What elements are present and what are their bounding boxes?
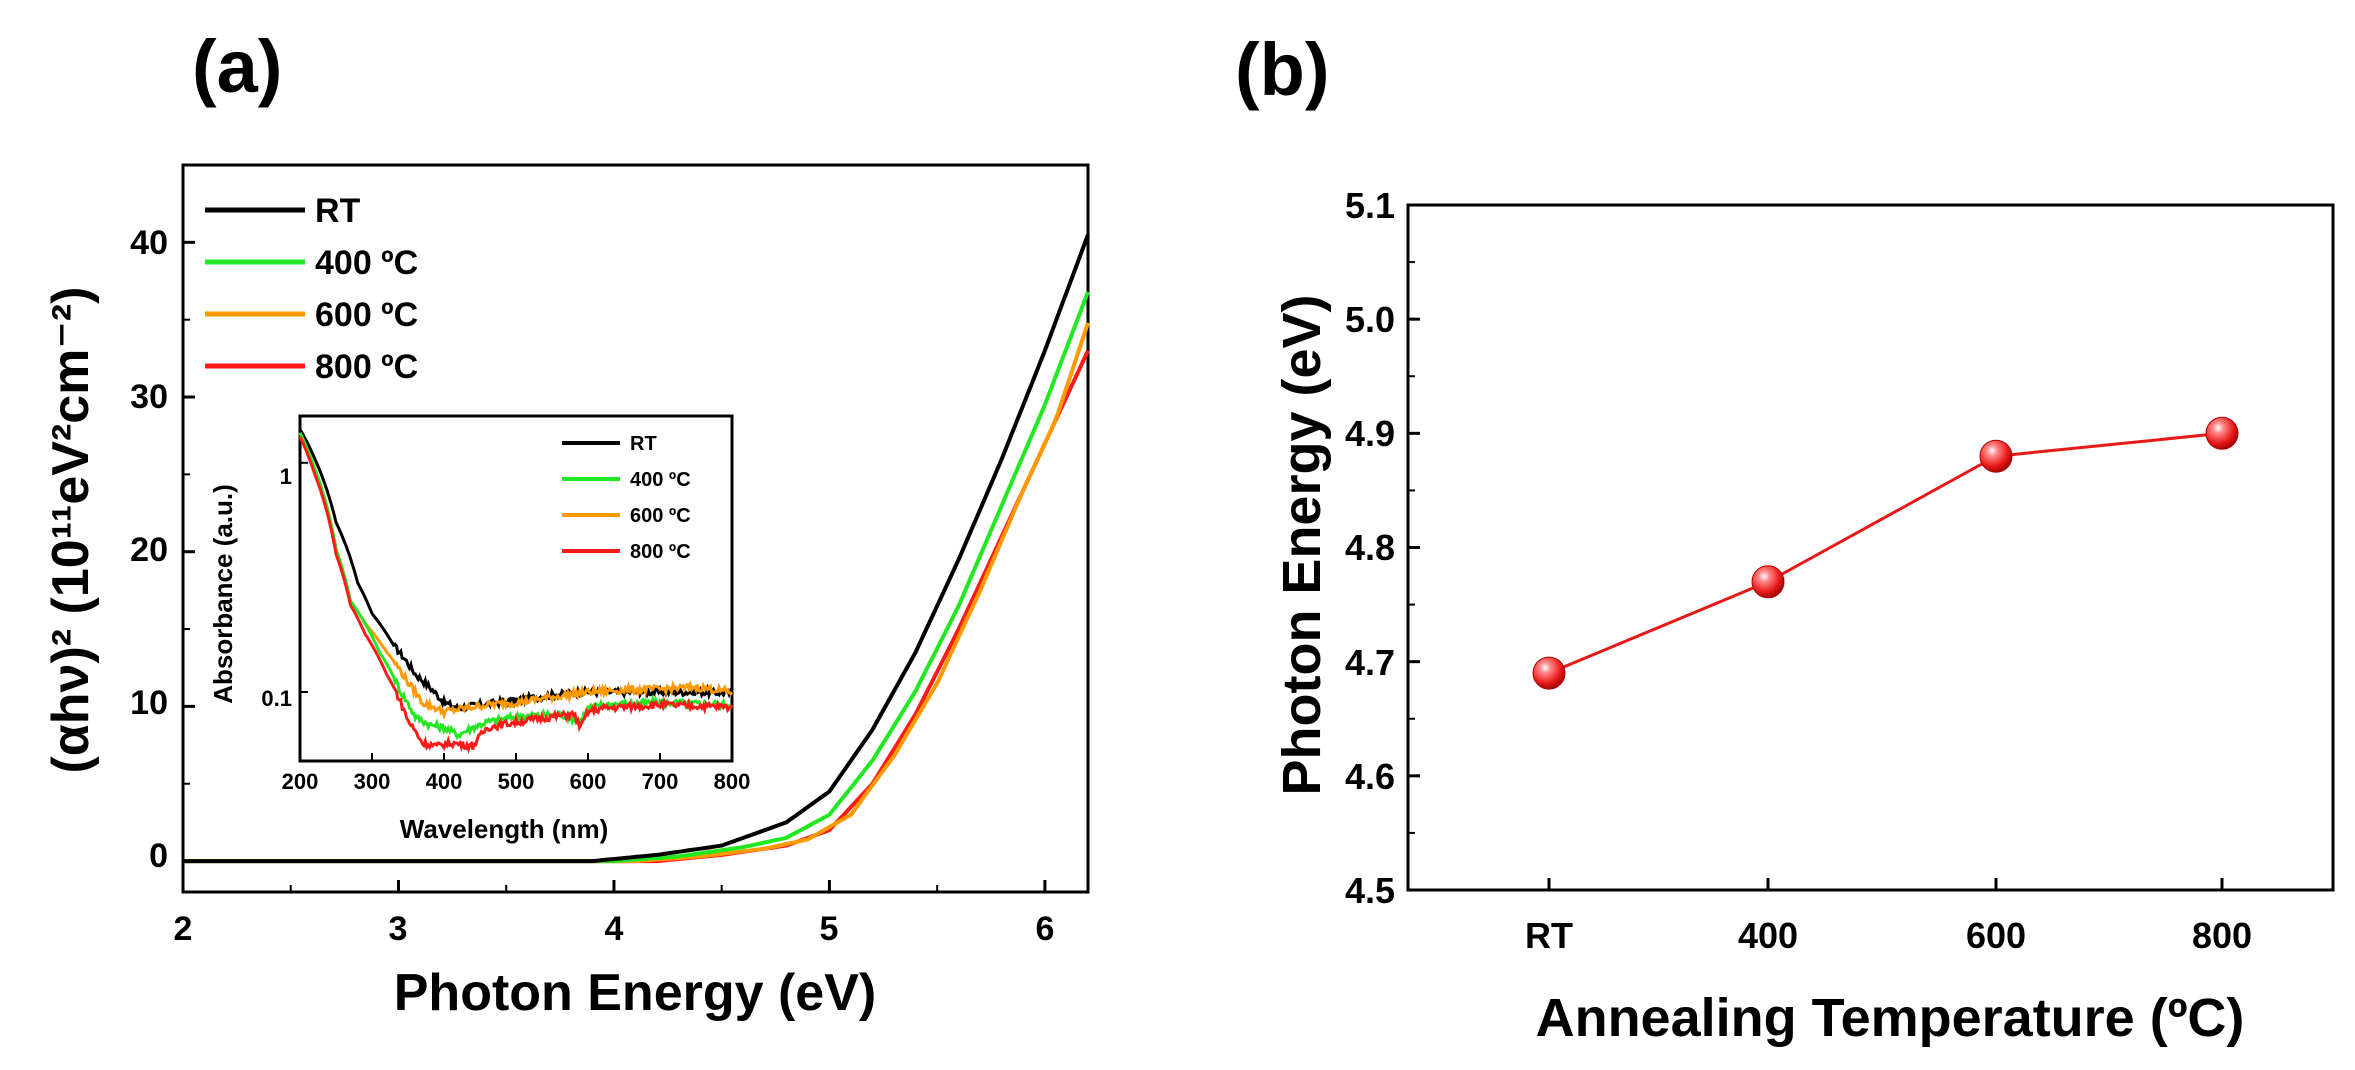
b-data-point (2205, 416, 2239, 450)
legend-label-800: 800 ºC (315, 348, 418, 386)
panel-b-axes (1408, 203, 2224, 892)
panel-a-xtick: 4 (605, 910, 624, 948)
inset-series (298, 428, 734, 754)
panel-a-ytick: 40 (130, 224, 168, 262)
panel-a: (a) 2 3 4 5 6 0 10 20 30 40 Photon Energ… (42, 25, 1090, 1022)
inset-y-axis-title: Absorbance (a.u.) (208, 484, 238, 704)
panel-b-xtick: 600 (1966, 915, 2026, 956)
inset-xticks: 200 300 400 500 600 700 800 (282, 769, 751, 794)
inset-xtick: 700 (642, 769, 679, 794)
panel-b-ytick: 4.8 (1345, 527, 1395, 568)
panel-b-label: (b) (1235, 28, 1330, 111)
panel-a-yticks: 0 10 20 30 40 (130, 224, 168, 875)
series-line-0 (183, 233, 1090, 864)
inset-legend-label-400: 400 ºC (630, 469, 691, 491)
inset-xtick: 800 (714, 769, 751, 794)
panel-b-xtick: 800 (2192, 915, 2252, 956)
inset-series-line-2 (298, 432, 734, 721)
panel-a-ytick: 10 (130, 684, 168, 722)
panel-b-xticks: RT 400 600 800 (1525, 915, 2252, 956)
b-data-point (1751, 565, 1785, 599)
b-data-point (1979, 439, 2013, 473)
panel-a-xtick: 6 (1036, 910, 1055, 948)
panel-a-xtick: 2 (174, 910, 193, 948)
panel-a-x-axis-title: Photon Energy (eV) (394, 964, 876, 1022)
inset-xtick: 600 (570, 769, 607, 794)
panel-a-label: (a) (192, 25, 282, 108)
panel-b-x-axis-title: Annealing Temperature (ºC) (1536, 988, 2245, 1048)
inset: 200 300 400 500 600 700 800 1 0.1 Wavele… (208, 414, 751, 844)
inset-xtick: 500 (498, 769, 535, 794)
legend-label-rt: RT (315, 192, 361, 230)
inset-legend-label-600: 600 ºC (630, 505, 691, 527)
panel-a-series (183, 233, 1090, 864)
inset-ytick: 0.1 (261, 686, 292, 711)
inset-legend: RT 400 ºC 600 ºC 800 ºC (562, 433, 691, 563)
inset-x-axis-title: Wavelength (nm) (400, 814, 608, 844)
panel-b-ytick: 4.6 (1345, 756, 1395, 797)
panel-a-ytick: 30 (130, 378, 168, 416)
inset-yticks: 1 0.1 (261, 464, 292, 711)
panel-a-legend: RT 400 ºC 600 ºC 800 ºC (205, 192, 418, 386)
b-series-line (1548, 431, 2223, 675)
panel-b-ytick: 4.5 (1345, 870, 1395, 911)
inset-xtick: 400 (426, 769, 463, 794)
inset-frame (298, 414, 734, 763)
panel-b: (b) RT 400 600 800 4.5 4.6 4.7 4.8 4.9 5… (1235, 28, 2335, 1048)
panel-b-ytick: 4.9 (1345, 413, 1395, 454)
panel-b-ytick: 4.7 (1345, 642, 1395, 683)
inset-series-line-3 (298, 436, 734, 754)
legend-label-400: 400 ºC (315, 244, 418, 282)
panel-b-ytick: 5.0 (1345, 299, 1395, 340)
inset-legend-label-rt: RT (630, 433, 657, 455)
b-data-point (1532, 656, 1566, 690)
panel-a-xticks: 2 3 4 5 6 (174, 910, 1055, 948)
panel-a-ytick: 20 (130, 531, 168, 569)
panel-a-xtick: 5 (820, 910, 839, 948)
panel-a-y-axis-title: (αhν)² (10¹¹eV²cm⁻²) (42, 287, 100, 774)
panel-a-plot-frame (181, 163, 1090, 894)
panel-b-series (1532, 416, 2239, 690)
panel-b-xtick: RT (1525, 915, 1573, 956)
panel-b-yticks: 4.5 4.6 4.7 4.8 4.9 5.0 5.1 (1345, 185, 1395, 911)
panel-b-xtick: 400 (1738, 915, 1798, 956)
inset-legend-label-800: 800 ºC (630, 541, 691, 563)
inset-axes (299, 461, 733, 761)
inset-ytick: 1 (280, 464, 292, 489)
inset-xtick: 300 (354, 769, 391, 794)
panel-b-y-axis-title: Photon Energy (eV) (1272, 294, 1332, 795)
panel-a-xtick: 3 (389, 910, 408, 948)
panel-a-axes (181, 240, 1047, 892)
inset-xtick: 200 (282, 769, 319, 794)
panel-a-ytick: 0 (149, 837, 168, 875)
panel-b-plot-frame (1406, 203, 2335, 892)
panel-b-ytick: 5.1 (1345, 185, 1395, 226)
legend-label-600: 600 ºC (315, 296, 418, 334)
